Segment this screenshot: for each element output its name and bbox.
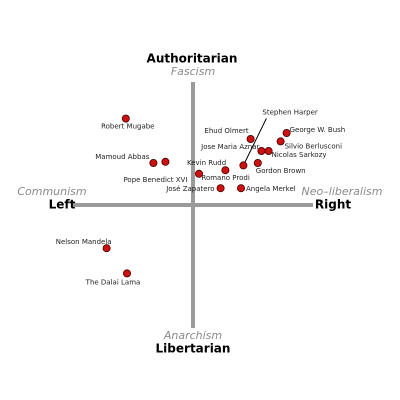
point-label: Pope Benedict XVI (123, 176, 187, 184)
point-label: Nelson Mandela (56, 238, 112, 246)
point-label: Silvio Berlusconi (285, 142, 343, 150)
point (239, 161, 248, 170)
point (149, 158, 158, 167)
point (161, 157, 170, 166)
top-sublabel: Fascism (171, 65, 215, 78)
leader-line (242, 118, 267, 166)
point-label: Mamoud Abbas (95, 153, 150, 161)
point (253, 158, 262, 167)
point (123, 269, 132, 278)
point (236, 184, 245, 193)
bottom-label: Libertarian (156, 342, 231, 356)
point-label: Jose Maria Aznar (200, 143, 259, 151)
point-label: The Dalai Lama (85, 278, 141, 286)
point-label: Romano Prodi (201, 174, 249, 182)
point-label: Nicolas Sarkozy (272, 151, 327, 159)
bottom-sublabel: Anarchism (163, 329, 222, 342)
right-sublabel: Neo–liberalism (302, 185, 383, 198)
point-label: Gordon Brown (256, 167, 306, 175)
point-label: Ehud Olmert (204, 127, 248, 135)
point-label: Stephen Harper (262, 108, 318, 116)
left-label: Left (49, 198, 76, 212)
point (282, 128, 291, 137)
point (194, 169, 203, 178)
point-label: José Zapatero (165, 185, 214, 193)
point (102, 244, 111, 253)
point (221, 166, 230, 175)
point (257, 146, 266, 155)
point (121, 114, 130, 123)
point-label: George W. Bush (290, 126, 346, 134)
point-label: Robert Mugabe (101, 123, 154, 131)
point (264, 146, 273, 155)
point (216, 184, 225, 193)
point (276, 137, 285, 146)
point-label: Kevin Rudd (187, 159, 226, 167)
top-label: Authoritarian (147, 52, 238, 66)
point-label: Angela Merkel (246, 185, 296, 193)
right-label: Right (315, 198, 351, 212)
point (246, 134, 255, 143)
left-sublabel: Communism (17, 185, 86, 198)
